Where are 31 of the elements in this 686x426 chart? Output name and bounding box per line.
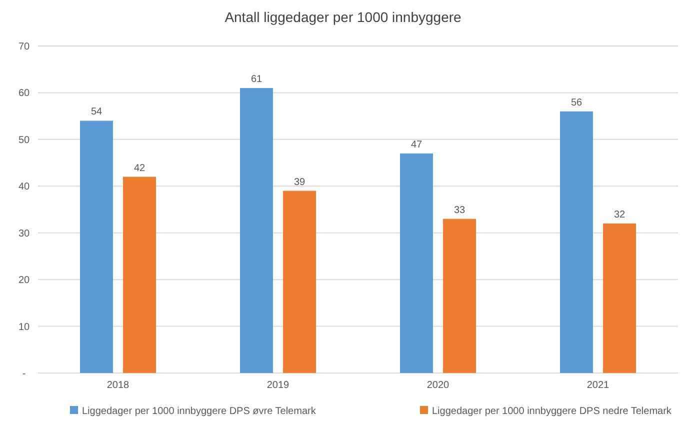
chart-title: Antall liggedager per 1000 innbyggere (224, 9, 462, 25)
y-tick-label: - (22, 368, 26, 380)
data-label: 33 (454, 204, 466, 216)
data-label: 39 (294, 176, 306, 188)
y-tick-label: 70 (18, 42, 30, 52)
x-tick-label: 2021 (586, 380, 610, 391)
bar (443, 218, 476, 373)
y-tick-label: 30 (18, 228, 30, 240)
y-tick-label: 20 (18, 275, 30, 286)
x-tick-label: 2019 (266, 380, 290, 391)
bar (603, 224, 636, 373)
x-tick-label: 2020 (426, 380, 450, 391)
y-tick-label: 60 (18, 88, 30, 100)
legend-label: Liggedager per 1000 innbyggere DPS nedre Telemark (432, 406, 672, 417)
y-tick-label: 10 (18, 322, 30, 333)
x-tick-label: 2018 (106, 380, 130, 391)
bar (80, 120, 113, 373)
bar (123, 176, 156, 373)
bar (283, 190, 316, 373)
bar (400, 153, 433, 373)
data-label: 32 (614, 210, 626, 221)
y-tick-label: 40 (18, 182, 30, 193)
y-tick-label: 50 (18, 134, 30, 146)
data-label: 54 (90, 106, 102, 118)
data-label: 56 (570, 97, 582, 108)
data-label: 47 (410, 139, 422, 150)
bar (240, 88, 273, 373)
data-label: 61 (250, 74, 262, 86)
bar (560, 111, 593, 373)
data-label: 42 (134, 162, 146, 174)
legend-label: Liggedager per 1000 innbyggere DPS øvre Telemark (82, 406, 317, 417)
